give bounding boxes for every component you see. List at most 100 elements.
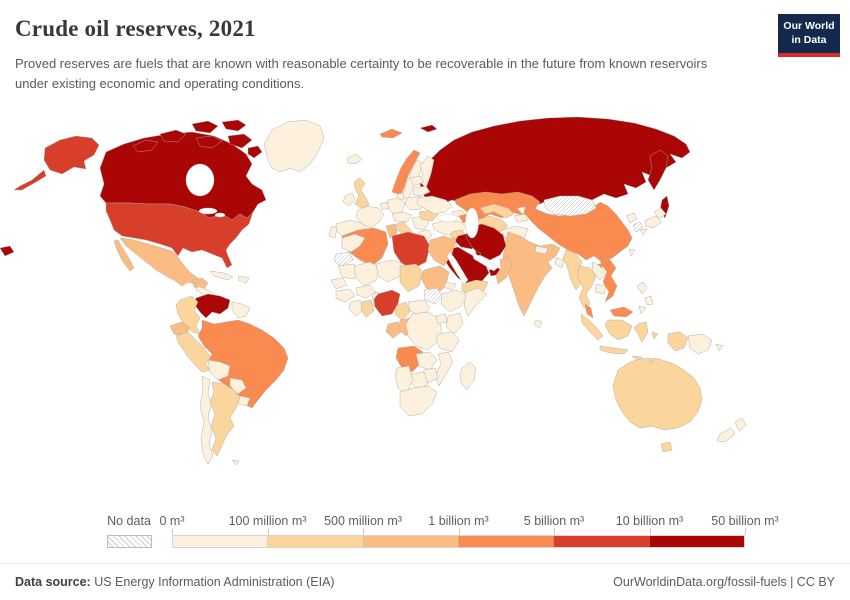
country-canada-arctic-islands[interactable] bbox=[132, 119, 263, 159]
country-ireland[interactable] bbox=[342, 192, 356, 207]
country-south-sudan[interactable] bbox=[423, 287, 444, 305]
country-chile[interactable] bbox=[199, 375, 214, 465]
country-guinea[interactable] bbox=[335, 288, 356, 303]
country-south-africa[interactable] bbox=[399, 385, 438, 417]
country-gabon[interactable] bbox=[385, 321, 402, 339]
country-burkina-faso[interactable] bbox=[355, 284, 377, 299]
country-eritrea[interactable] bbox=[443, 281, 457, 291]
country-indonesia[interactable] bbox=[580, 313, 689, 364]
country-north-korea[interactable] bbox=[625, 212, 638, 224]
country-usa-alaska[interactable] bbox=[13, 135, 100, 191]
country-kenya[interactable] bbox=[445, 312, 464, 335]
country-portugal[interactable] bbox=[328, 225, 338, 239]
country-ukraine[interactable] bbox=[416, 195, 453, 215]
country-mexico[interactable] bbox=[113, 237, 209, 291]
country-papua-new-guinea[interactable] bbox=[687, 333, 724, 355]
country-benelux[interactable] bbox=[379, 201, 390, 211]
country-tajikistan[interactable] bbox=[513, 213, 529, 223]
country-malaysia[interactable] bbox=[584, 303, 634, 319]
legend-bin-swatch[interactable] bbox=[458, 536, 555, 547]
country-argentina[interactable] bbox=[209, 381, 241, 457]
country-libya[interactable] bbox=[391, 231, 431, 269]
legend-bin-swatch[interactable] bbox=[173, 536, 269, 547]
country-hispaniola[interactable] bbox=[237, 275, 250, 284]
country-russia-chukotka-wrap[interactable] bbox=[0, 245, 15, 257]
country-nepal[interactable] bbox=[534, 245, 549, 255]
country-laos[interactable] bbox=[591, 261, 607, 281]
country-japan[interactable] bbox=[639, 207, 667, 236]
country-angola[interactable] bbox=[395, 345, 424, 373]
country-colombia[interactable] bbox=[175, 295, 201, 335]
country-new-zealand[interactable] bbox=[716, 417, 747, 443]
country-russia-kamchatka[interactable] bbox=[647, 149, 669, 191]
country-ghana[interactable] bbox=[360, 299, 375, 318]
country-morocco[interactable] bbox=[341, 233, 366, 253]
country-taiwan[interactable] bbox=[628, 248, 636, 257]
country-vietnam[interactable] bbox=[599, 255, 618, 303]
country-russia[interactable] bbox=[419, 116, 691, 205]
country-thailand[interactable] bbox=[576, 265, 597, 309]
country-belarus[interactable] bbox=[412, 185, 431, 197]
country-cameroon[interactable] bbox=[394, 301, 411, 321]
country-saudi-arabia[interactable] bbox=[442, 246, 490, 286]
country-cambodia[interactable] bbox=[594, 283, 607, 295]
country-brazil[interactable] bbox=[197, 319, 289, 409]
legend-bin-swatch[interactable] bbox=[363, 536, 459, 547]
legend-bin-swatch[interactable] bbox=[649, 536, 744, 547]
country-kuwait[interactable] bbox=[474, 250, 482, 258]
country-usa-mainland[interactable] bbox=[105, 202, 254, 269]
country-finland[interactable] bbox=[419, 155, 435, 189]
country-guyanas[interactable] bbox=[231, 301, 251, 319]
country-australia-tasmania[interactable] bbox=[660, 441, 673, 453]
legend-no-data-swatch[interactable] bbox=[107, 535, 152, 548]
country-baltics[interactable] bbox=[409, 175, 425, 187]
country-tanzania[interactable] bbox=[435, 331, 460, 353]
owid-logo[interactable]: Our World in Data bbox=[778, 14, 840, 58]
country-tunisia[interactable] bbox=[385, 223, 398, 239]
country-sudan[interactable] bbox=[420, 265, 450, 295]
country-iceland[interactable] bbox=[346, 153, 363, 165]
country-falkland-islands[interactable] bbox=[231, 459, 240, 466]
country-mali[interactable] bbox=[353, 261, 381, 287]
country-india[interactable] bbox=[502, 231, 561, 317]
country-sri-lanka[interactable] bbox=[533, 319, 543, 329]
country-peru[interactable] bbox=[175, 331, 211, 373]
country-bangladesh[interactable] bbox=[554, 257, 565, 269]
country-germany[interactable] bbox=[386, 197, 406, 215]
country-australia[interactable] bbox=[612, 357, 703, 431]
country-central-african-republic[interactable] bbox=[407, 299, 431, 317]
country-greenland[interactable] bbox=[263, 119, 325, 173]
country-mozambique[interactable] bbox=[434, 351, 454, 387]
country-madagascar[interactable] bbox=[459, 361, 477, 391]
legend-bin-swatch[interactable] bbox=[268, 536, 364, 547]
country-south-korea[interactable] bbox=[632, 221, 644, 233]
country-ivory-coast[interactable] bbox=[348, 299, 365, 317]
country-united-kingdom[interactable] bbox=[353, 177, 370, 209]
country-mongolia[interactable] bbox=[543, 195, 597, 217]
country-ethiopia[interactable] bbox=[440, 289, 469, 313]
country-norway[interactable] bbox=[391, 149, 421, 196]
country-philippines[interactable] bbox=[636, 281, 654, 315]
country-myanmar[interactable] bbox=[562, 249, 583, 291]
country-ecuador[interactable] bbox=[169, 321, 191, 337]
country-somalia[interactable] bbox=[463, 287, 488, 317]
country-uganda[interactable] bbox=[435, 313, 448, 325]
country-france[interactable] bbox=[355, 205, 385, 229]
country-drc[interactable] bbox=[405, 311, 443, 351]
country-zambia[interactable] bbox=[415, 351, 438, 371]
country-senegal[interactable] bbox=[330, 277, 348, 290]
country-norway-svalbard[interactable] bbox=[379, 128, 403, 139]
country-cuba[interactable] bbox=[209, 270, 234, 281]
footer-link[interactable]: OurWorldinData.org/fossil-fuels | CC BY bbox=[613, 575, 835, 589]
country-uzbekistan[interactable] bbox=[479, 203, 515, 219]
country-bolivia[interactable] bbox=[207, 359, 231, 381]
country-chad[interactable] bbox=[399, 263, 424, 293]
country-russia-franz-josef[interactable] bbox=[419, 124, 438, 133]
country-nigeria[interactable] bbox=[373, 289, 401, 317]
legend-bin-swatch[interactable] bbox=[554, 536, 650, 547]
country-oman[interactable] bbox=[495, 255, 513, 285]
country-venezuela[interactable] bbox=[193, 293, 231, 319]
country-central-europe[interactable] bbox=[391, 211, 413, 223]
country-uruguay[interactable] bbox=[237, 395, 251, 407]
country-western-sahara[interactable] bbox=[333, 251, 354, 267]
